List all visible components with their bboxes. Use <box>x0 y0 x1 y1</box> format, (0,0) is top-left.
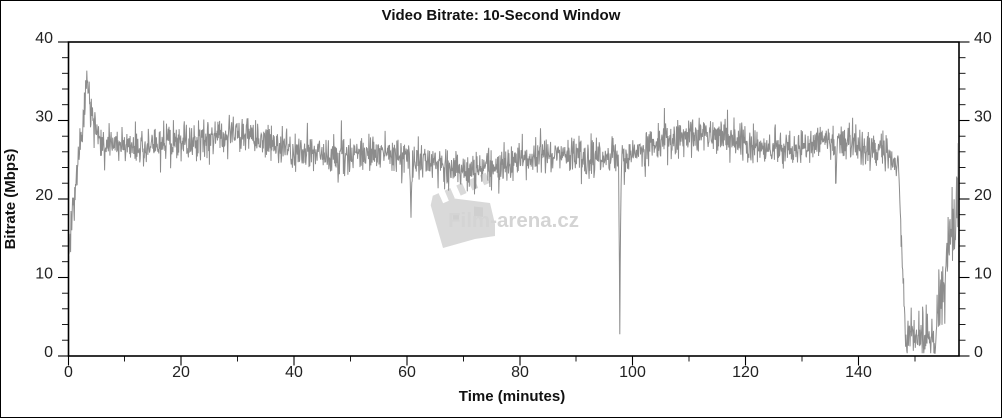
svg-text:80: 80 <box>511 364 529 381</box>
svg-text:Film-arena.cz: Film-arena.cz <box>448 209 579 232</box>
svg-text:140: 140 <box>845 364 872 381</box>
svg-text:0: 0 <box>64 364 73 381</box>
svg-text:20: 20 <box>35 187 53 204</box>
svg-text:Time (minutes): Time (minutes) <box>459 388 565 405</box>
svg-text:40: 40 <box>974 30 992 47</box>
svg-text:120: 120 <box>732 364 759 381</box>
svg-text:40: 40 <box>35 30 53 47</box>
svg-text:0: 0 <box>974 344 983 361</box>
svg-text:60: 60 <box>398 364 416 381</box>
svg-text:Bitrate (Mbps): Bitrate (Mbps) <box>2 149 19 250</box>
svg-text:40: 40 <box>285 364 303 381</box>
svg-text:100: 100 <box>619 364 646 381</box>
svg-text:0: 0 <box>44 344 53 361</box>
svg-text:30: 30 <box>35 109 53 126</box>
svg-text:10: 10 <box>35 266 53 283</box>
svg-text:10: 10 <box>974 266 992 283</box>
svg-text:30: 30 <box>974 109 992 126</box>
svg-text:20: 20 <box>974 187 992 204</box>
svg-text:20: 20 <box>172 364 190 381</box>
